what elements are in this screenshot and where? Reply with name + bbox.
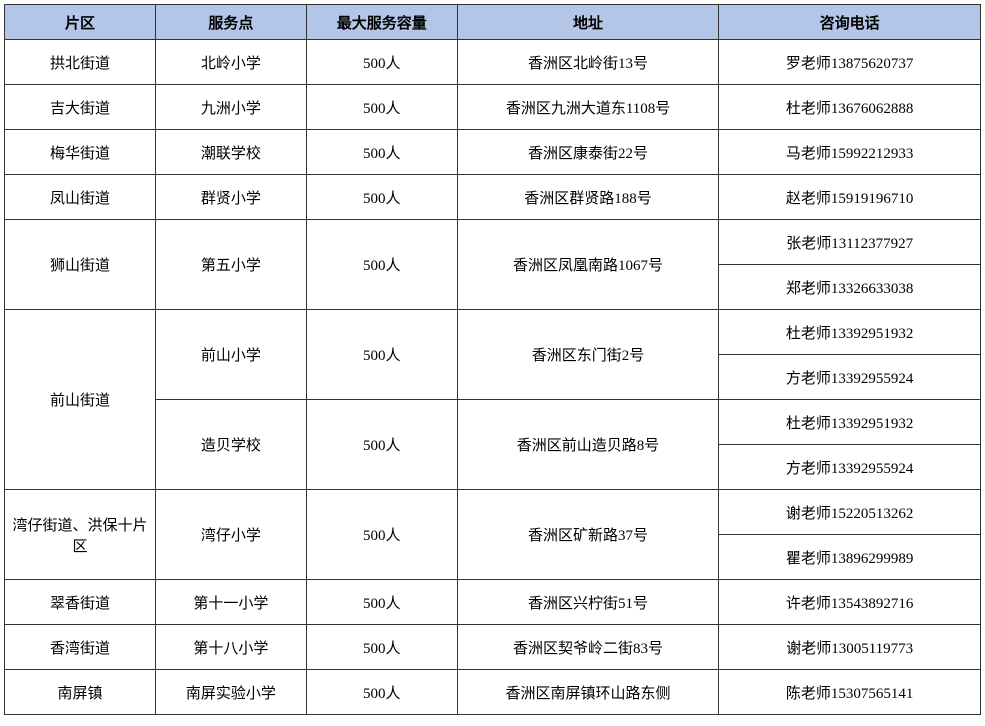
cell-address: 香洲区矿新路37号 xyxy=(457,490,719,580)
cell-address: 香洲区契爷岭二街83号 xyxy=(457,625,719,670)
cell-service-point: 群贤小学 xyxy=(155,175,306,220)
cell-phone: 杜老师13676062888 xyxy=(719,85,981,130)
table-row: 翠香街道第十一小学500人香洲区兴柠街51号许老师13543892716 xyxy=(5,580,981,625)
table-row: 吉大街道九洲小学500人香洲区九洲大道东1108号杜老师13676062888 xyxy=(5,85,981,130)
cell-area: 吉大街道 xyxy=(5,85,156,130)
cell-phone: 许老师13543892716 xyxy=(719,580,981,625)
cell-area: 拱北街道 xyxy=(5,40,156,85)
table-row: 凤山街道群贤小学500人香洲区群贤路188号赵老师15919196710 xyxy=(5,175,981,220)
cell-phone: 杜老师13392951932 xyxy=(719,310,981,355)
cell-address: 香洲区凤凰南路1067号 xyxy=(457,220,719,310)
cell-capacity: 500人 xyxy=(306,580,457,625)
table-body: 拱北街道北岭小学500人香洲区北岭街13号罗老师13875620737吉大街道九… xyxy=(5,40,981,715)
cell-phone: 瞿老师13896299989 xyxy=(719,535,981,580)
header-phone: 咨询电话 xyxy=(719,5,981,40)
cell-address: 香洲区群贤路188号 xyxy=(457,175,719,220)
cell-capacity: 500人 xyxy=(306,130,457,175)
cell-area: 狮山街道 xyxy=(5,220,156,310)
cell-phone: 马老师15992212933 xyxy=(719,130,981,175)
service-points-table: 片区 服务点 最大服务容量 地址 咨询电话 拱北街道北岭小学500人香洲区北岭街… xyxy=(4,4,981,715)
cell-service-point: 第十一小学 xyxy=(155,580,306,625)
cell-capacity: 500人 xyxy=(306,40,457,85)
cell-service-point: 前山小学 xyxy=(155,310,306,400)
cell-address: 香洲区康泰街22号 xyxy=(457,130,719,175)
cell-phone: 谢老师15220513262 xyxy=(719,490,981,535)
cell-address: 香洲区九洲大道东1108号 xyxy=(457,85,719,130)
cell-address: 香洲区南屏镇环山路东侧 xyxy=(457,670,719,715)
cell-phone: 方老师13392955924 xyxy=(719,355,981,400)
cell-capacity: 500人 xyxy=(306,175,457,220)
cell-address: 香洲区北岭街13号 xyxy=(457,40,719,85)
header-point: 服务点 xyxy=(155,5,306,40)
cell-phone: 方老师13392955924 xyxy=(719,445,981,490)
cell-capacity: 500人 xyxy=(306,310,457,400)
cell-area: 湾仔街道、洪保十片区 xyxy=(5,490,156,580)
cell-capacity: 500人 xyxy=(306,400,457,490)
cell-address: 香洲区前山造贝路8号 xyxy=(457,400,719,490)
cell-phone: 杜老师13392951932 xyxy=(719,400,981,445)
cell-phone: 谢老师13005119773 xyxy=(719,625,981,670)
table-header: 片区 服务点 最大服务容量 地址 咨询电话 xyxy=(5,5,981,40)
table-row: 拱北街道北岭小学500人香洲区北岭街13号罗老师13875620737 xyxy=(5,40,981,85)
cell-capacity: 500人 xyxy=(306,670,457,715)
table-row: 南屏镇南屏实验小学500人香洲区南屏镇环山路东侧陈老师15307565141 xyxy=(5,670,981,715)
cell-service-point: 第五小学 xyxy=(155,220,306,310)
table-row: 狮山街道第五小学500人香洲区凤凰南路1067号张老师13112377927 xyxy=(5,220,981,265)
cell-service-point: 九洲小学 xyxy=(155,85,306,130)
header-area: 片区 xyxy=(5,5,156,40)
cell-capacity: 500人 xyxy=(306,85,457,130)
cell-phone: 罗老师13875620737 xyxy=(719,40,981,85)
table-row: 香湾街道第十八小学500人香洲区契爷岭二街83号谢老师13005119773 xyxy=(5,625,981,670)
table-row: 前山街道前山小学500人香洲区东门街2号杜老师13392951932 xyxy=(5,310,981,355)
cell-address: 香洲区兴柠街51号 xyxy=(457,580,719,625)
cell-area: 前山街道 xyxy=(5,310,156,490)
cell-capacity: 500人 xyxy=(306,625,457,670)
cell-phone: 陈老师15307565141 xyxy=(719,670,981,715)
cell-area: 香湾街道 xyxy=(5,625,156,670)
cell-area: 南屏镇 xyxy=(5,670,156,715)
cell-service-point: 造贝学校 xyxy=(155,400,306,490)
cell-area: 翠香街道 xyxy=(5,580,156,625)
cell-phone: 张老师13112377927 xyxy=(719,220,981,265)
cell-service-point: 南屏实验小学 xyxy=(155,670,306,715)
cell-service-point: 第十八小学 xyxy=(155,625,306,670)
table-row: 梅华街道潮联学校500人香洲区康泰街22号马老师15992212933 xyxy=(5,130,981,175)
cell-service-point: 北岭小学 xyxy=(155,40,306,85)
header-address: 地址 xyxy=(457,5,719,40)
cell-phone: 赵老师15919196710 xyxy=(719,175,981,220)
header-capacity: 最大服务容量 xyxy=(306,5,457,40)
cell-service-point: 湾仔小学 xyxy=(155,490,306,580)
table-row: 湾仔街道、洪保十片区湾仔小学500人香洲区矿新路37号谢老师1522051326… xyxy=(5,490,981,535)
cell-phone: 郑老师13326633038 xyxy=(719,265,981,310)
cell-capacity: 500人 xyxy=(306,220,457,310)
cell-address: 香洲区东门街2号 xyxy=(457,310,719,400)
cell-area: 凤山街道 xyxy=(5,175,156,220)
cell-service-point: 潮联学校 xyxy=(155,130,306,175)
cell-area: 梅华街道 xyxy=(5,130,156,175)
cell-capacity: 500人 xyxy=(306,490,457,580)
